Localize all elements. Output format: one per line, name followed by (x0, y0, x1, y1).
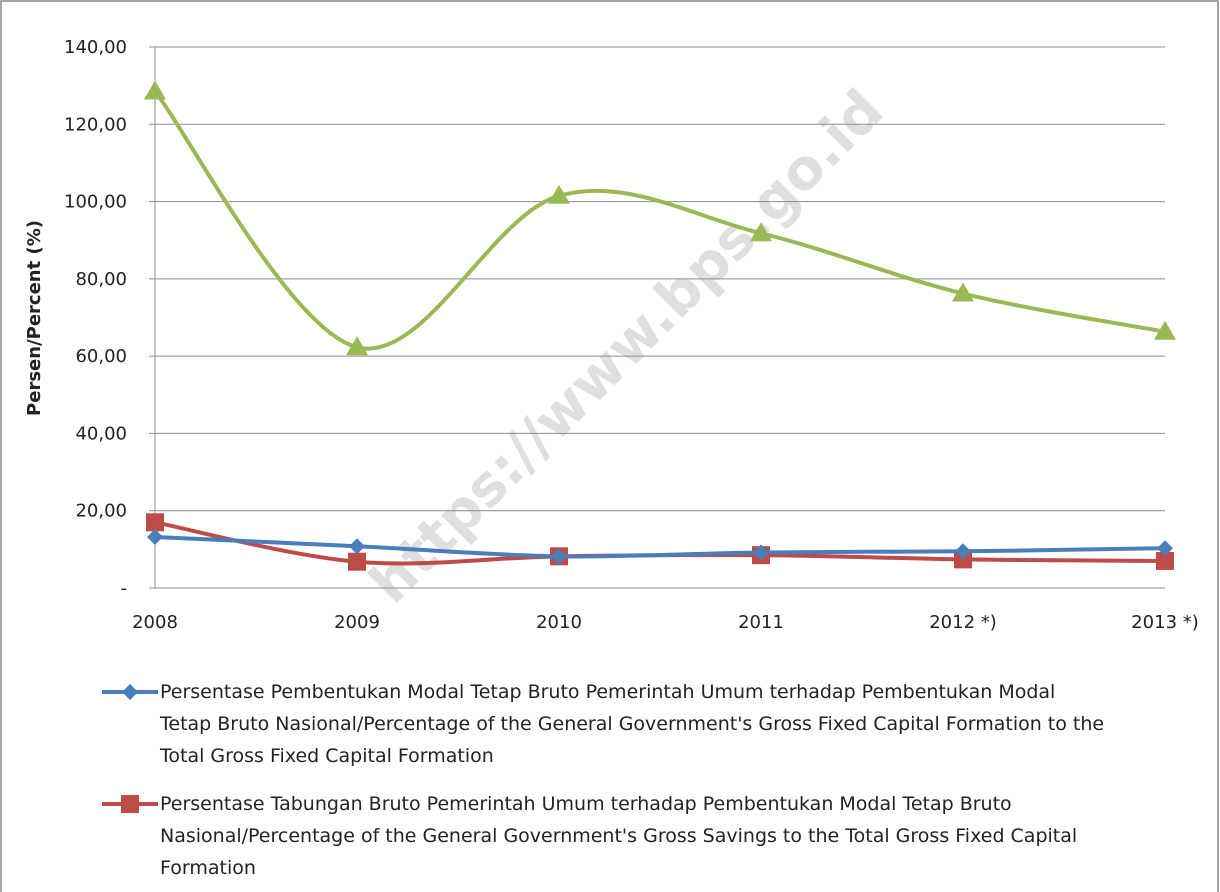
marker (1156, 551, 1174, 570)
y-tick-label: 120,00 (64, 114, 127, 135)
legend-text: Persentase Pembentukan Modal Tetap Bruto… (160, 681, 1105, 767)
marker (147, 528, 163, 545)
marker (144, 80, 166, 100)
marker (122, 684, 138, 700)
marker (548, 184, 570, 204)
y-tick-label: 40,00 (75, 423, 127, 444)
marker (954, 550, 972, 569)
marker (349, 538, 365, 555)
y-tick-label: 20,00 (75, 501, 127, 522)
marker (348, 552, 366, 571)
x-tick-label: 2010 (536, 612, 582, 633)
x-tick-label: 2011 (738, 612, 784, 633)
marker (750, 222, 772, 242)
marker (146, 513, 164, 532)
legend-item: Persentase Tabungan Bruto Pemerintah Umu… (102, 788, 1112, 884)
y-tick-label: - (121, 578, 128, 599)
x-tick-label: 2009 (334, 612, 380, 633)
legend-text: Persentase Tabungan Bruto Pemerintah Umu… (160, 793, 1078, 879)
marker (1157, 540, 1173, 557)
x-tick-label: 2012 *) (929, 612, 997, 633)
x-tick-label: 2013 *) (1131, 612, 1199, 633)
y-tick-label: 140,00 (64, 37, 127, 58)
y-tick-label: 80,00 (75, 269, 127, 290)
marker (346, 336, 368, 356)
y-tick-label: 60,00 (75, 346, 127, 367)
marker (952, 282, 974, 302)
legend-item: Persentase Pembentukan Modal Tetap Bruto… (102, 676, 1112, 772)
marker (753, 544, 769, 561)
marker (121, 795, 139, 813)
series-line (154, 534, 1166, 559)
watermark: https://www.bps.go.id (358, 78, 897, 617)
series-line (153, 90, 1166, 351)
x-tick-label: 2008 (132, 612, 178, 633)
marker (1154, 320, 1176, 340)
y-tick-label: 100,00 (64, 192, 127, 213)
legend-icon (102, 795, 158, 813)
marker (551, 548, 567, 565)
y-axis-label: Persen/Percent (%) (24, 220, 45, 416)
legend-icon (102, 684, 158, 700)
marker (955, 543, 971, 560)
